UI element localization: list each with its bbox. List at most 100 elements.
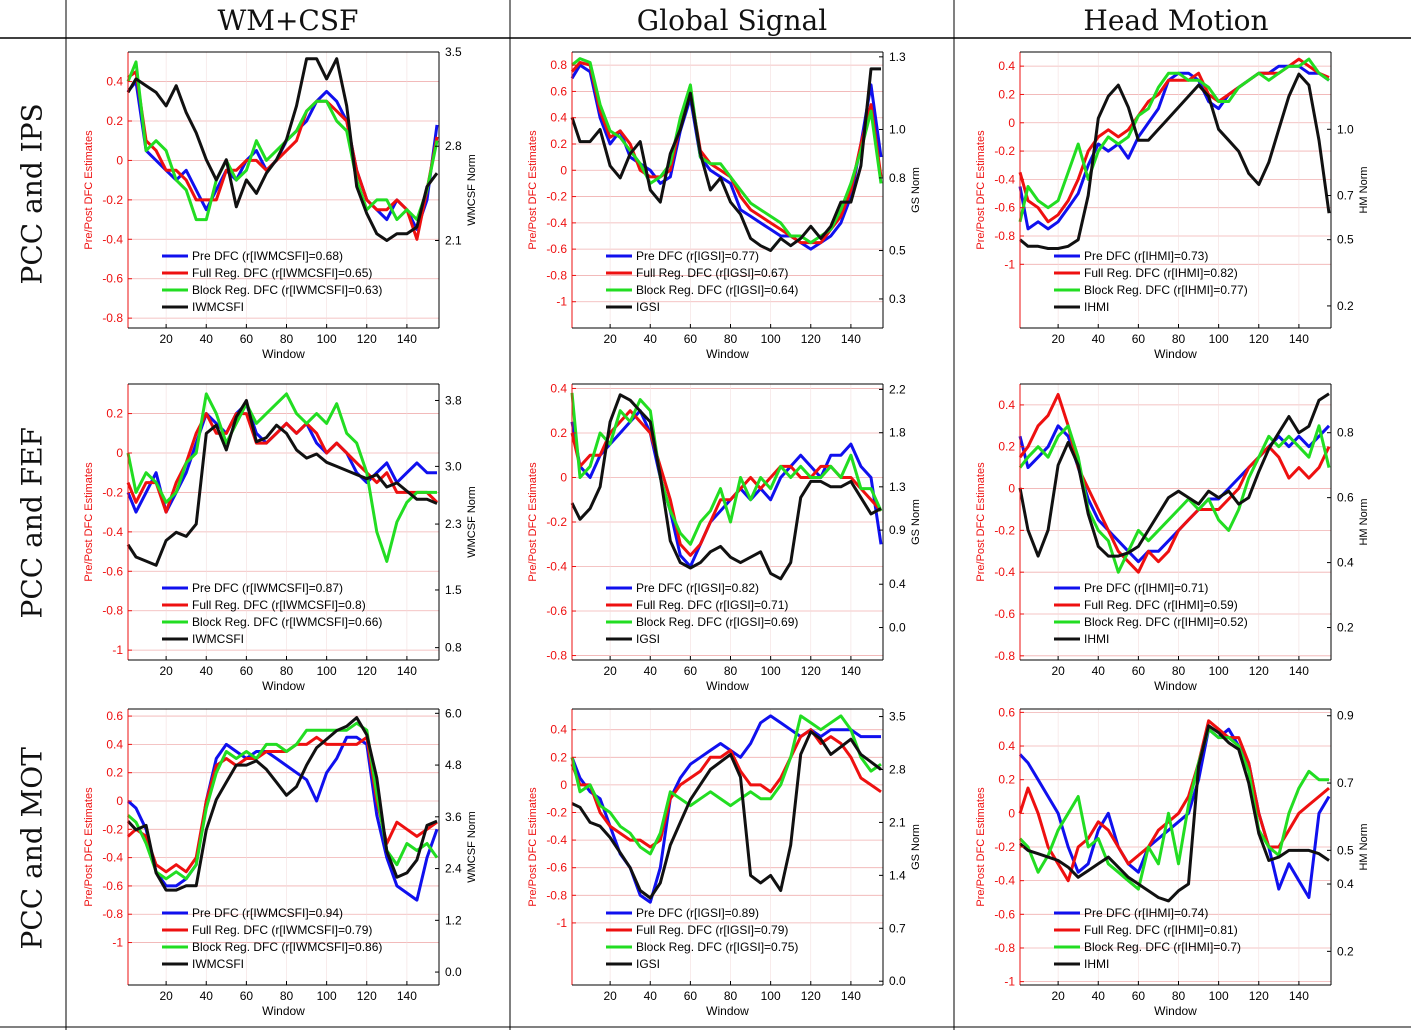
x-tick-label: 20 bbox=[1051, 664, 1065, 678]
x-axis-label: Window bbox=[1154, 679, 1197, 693]
y-tick-label: -0.8 bbox=[994, 229, 1015, 243]
y-tick-label: 0.2 bbox=[550, 750, 567, 764]
series-line-ihmi bbox=[1019, 724, 1330, 903]
y-axis-label-right: HM Norm bbox=[1358, 823, 1370, 870]
legend-entry: IGSI bbox=[636, 300, 660, 314]
x-tick-label: 20 bbox=[603, 332, 617, 346]
panel-pcc-and-ips-wm-csf: -0.8 -0.6 -0.4 -0.2 0 0.2 0.4 2.1 2.8 3.5 20 40 60 80… bbox=[83, 45, 478, 361]
y2-tick-label: 0.5 bbox=[889, 244, 906, 258]
series-line-full-reg-dfc bbox=[1018, 57, 1330, 224]
x-tick-label: 20 bbox=[159, 664, 173, 678]
x-tick-label: 20 bbox=[603, 664, 617, 678]
series-line-iwmcsfi bbox=[126, 399, 438, 567]
x-axis-label: Window bbox=[1154, 347, 1197, 361]
y2-tick-label: 0.3 bbox=[889, 292, 906, 306]
y-tick-label: 0.4 bbox=[550, 723, 567, 737]
y-tick-label: -0.6 bbox=[102, 272, 123, 286]
x-tick-label: 80 bbox=[724, 332, 738, 346]
y-axis-label-left: Pre/Post DFC Estimates bbox=[975, 462, 987, 582]
y-tick-label: -0.2 bbox=[102, 485, 123, 499]
y-tick-label: 0 bbox=[116, 446, 123, 460]
series-line-pre-dfc bbox=[1018, 727, 1331, 899]
y-tick-label: 0.4 bbox=[998, 739, 1015, 753]
y-tick-label: -0.6 bbox=[102, 879, 123, 893]
y-axis-label-right: GS Norm bbox=[910, 167, 922, 213]
x-tick-label: 100 bbox=[317, 989, 337, 1003]
x-tick-label: 100 bbox=[761, 664, 781, 678]
y-tick-label: -0.8 bbox=[102, 604, 123, 618]
y-tick-label: 0.4 bbox=[550, 381, 567, 395]
x-tick-label: 140 bbox=[841, 989, 861, 1003]
x-tick-label: 140 bbox=[397, 664, 417, 678]
x-tick-label: 120 bbox=[801, 664, 821, 678]
legend-entry: Pre DFC (r[IHMI]=0.73) bbox=[1084, 249, 1208, 263]
x-tick-label: 140 bbox=[841, 332, 861, 346]
y-axis-label-right: WMCSF Norm bbox=[466, 486, 478, 558]
y-tick-label: -1 bbox=[112, 643, 123, 657]
x-tick-label: 100 bbox=[1209, 989, 1229, 1003]
y-tick-label: -0.8 bbox=[994, 941, 1015, 955]
y2-tick-label: 0.2 bbox=[1337, 944, 1354, 958]
legend-entry: Block Reg. DFC (r[IWMCSFI]=0.63) bbox=[192, 283, 382, 297]
y-axis-label-right: GS Norm bbox=[910, 499, 922, 545]
legend-entry: Full Reg. DFC (r[IWMCSFI]=0.8) bbox=[192, 598, 366, 612]
series-line-pre-dfc bbox=[570, 409, 883, 568]
x-tick-label: 120 bbox=[357, 664, 377, 678]
y2-tick-label: 3.5 bbox=[889, 710, 906, 724]
panel-pcc-and-ips-head-motion: -1 -0.8 -0.6 -0.4 -0.2 0 0.2 0.4 0.2 0.5 0.7 1.0 20 4… bbox=[975, 51, 1370, 361]
y-axis-label-left: Pre/Post DFC Estimates bbox=[527, 787, 539, 907]
y2-tick-label: 2.8 bbox=[445, 139, 462, 153]
legend-entry: Block Reg. DFC (r[IHMI]=0.52) bbox=[1084, 615, 1248, 629]
y2-tick-label: 0.8 bbox=[889, 171, 906, 185]
y2-tick-label: 0.0 bbox=[889, 974, 906, 988]
series-line-pre-dfc bbox=[1018, 64, 1330, 231]
y2-tick-label: 2.8 bbox=[889, 762, 906, 776]
x-tick-label: 60 bbox=[684, 989, 698, 1003]
panel-pcc-and-ips-global-signal: -1 -0.8 -0.6 -0.4 -0.2 0 0.2 0.4 0.6 0.8 0.3 0.5 0.8… bbox=[527, 50, 922, 361]
y-tick-label: 0.4 bbox=[106, 75, 123, 89]
y-tick-label: -0.4 bbox=[102, 851, 123, 865]
x-tick-label: 60 bbox=[240, 989, 254, 1003]
y-tick-label: -1 bbox=[112, 936, 123, 950]
legend-entry: Full Reg. DFC (r[IGSI]=0.67) bbox=[636, 266, 788, 280]
y-tick-label: 0 bbox=[1008, 116, 1015, 130]
y-tick-label: -0.4 bbox=[546, 560, 567, 574]
x-tick-label: 120 bbox=[801, 332, 821, 346]
legend-entry: Pre DFC (r[IHMI]=0.74) bbox=[1084, 906, 1208, 920]
y-tick-label: -0.2 bbox=[994, 840, 1015, 854]
x-tick-label: 60 bbox=[1132, 664, 1146, 678]
y-axis-label-left: Pre/Post DFC Estimates bbox=[975, 130, 987, 250]
x-tick-label: 20 bbox=[1051, 989, 1065, 1003]
panel-pcc-and-fef-wm-csf: -1 -0.8 -0.6 -0.4 -0.2 0 0.2 0.8 1.5 2.3 3.0 3.8 20 4… bbox=[83, 383, 478, 693]
legend-entry: Pre DFC (r[IWMCSFI]=0.94) bbox=[192, 906, 343, 920]
y-tick-label: -0.6 bbox=[102, 564, 123, 578]
legend-entry: IGSI bbox=[636, 632, 660, 646]
y-axis-label-right: HM Norm bbox=[1358, 498, 1370, 545]
y-axis-label-left: Pre/Post DFC Estimates bbox=[83, 462, 95, 582]
y2-tick-label: 0.8 bbox=[1337, 426, 1354, 440]
x-axis-label: Window bbox=[262, 347, 305, 361]
y2-tick-label: 0.2 bbox=[1337, 299, 1354, 313]
y-tick-label: 0.4 bbox=[106, 737, 123, 751]
legend-entry: Block Reg. DFC (r[IHMI]=0.7) bbox=[1084, 940, 1241, 954]
y2-tick-label: 3.8 bbox=[445, 393, 462, 407]
series-line-block-reg-dfc bbox=[1018, 424, 1331, 574]
legend-entry: Full Reg. DFC (r[IGSI]=0.79) bbox=[636, 923, 788, 937]
legend-entry: Block Reg. DFC (r[IGSI]=0.64) bbox=[636, 283, 798, 297]
y-tick-label: -0.6 bbox=[994, 201, 1015, 215]
y-tick-label: -0.6 bbox=[546, 861, 567, 875]
x-tick-label: 80 bbox=[280, 989, 294, 1003]
x-axis-label: Window bbox=[706, 679, 749, 693]
x-tick-label: 80 bbox=[280, 664, 294, 678]
x-tick-label: 20 bbox=[603, 989, 617, 1003]
y2-tick-label: 4.8 bbox=[445, 758, 462, 772]
y-tick-label: 0.4 bbox=[550, 111, 567, 125]
y-tick-label: -0.6 bbox=[994, 607, 1015, 621]
x-tick-label: 140 bbox=[1289, 332, 1309, 346]
y-tick-label: -1 bbox=[556, 916, 567, 930]
x-tick-label: 80 bbox=[724, 664, 738, 678]
y-tick-label: -0.2 bbox=[102, 822, 123, 836]
y-tick-label: -0.2 bbox=[546, 806, 567, 820]
y2-tick-label: 1.0 bbox=[1337, 122, 1354, 136]
x-tick-label: 60 bbox=[1132, 989, 1146, 1003]
